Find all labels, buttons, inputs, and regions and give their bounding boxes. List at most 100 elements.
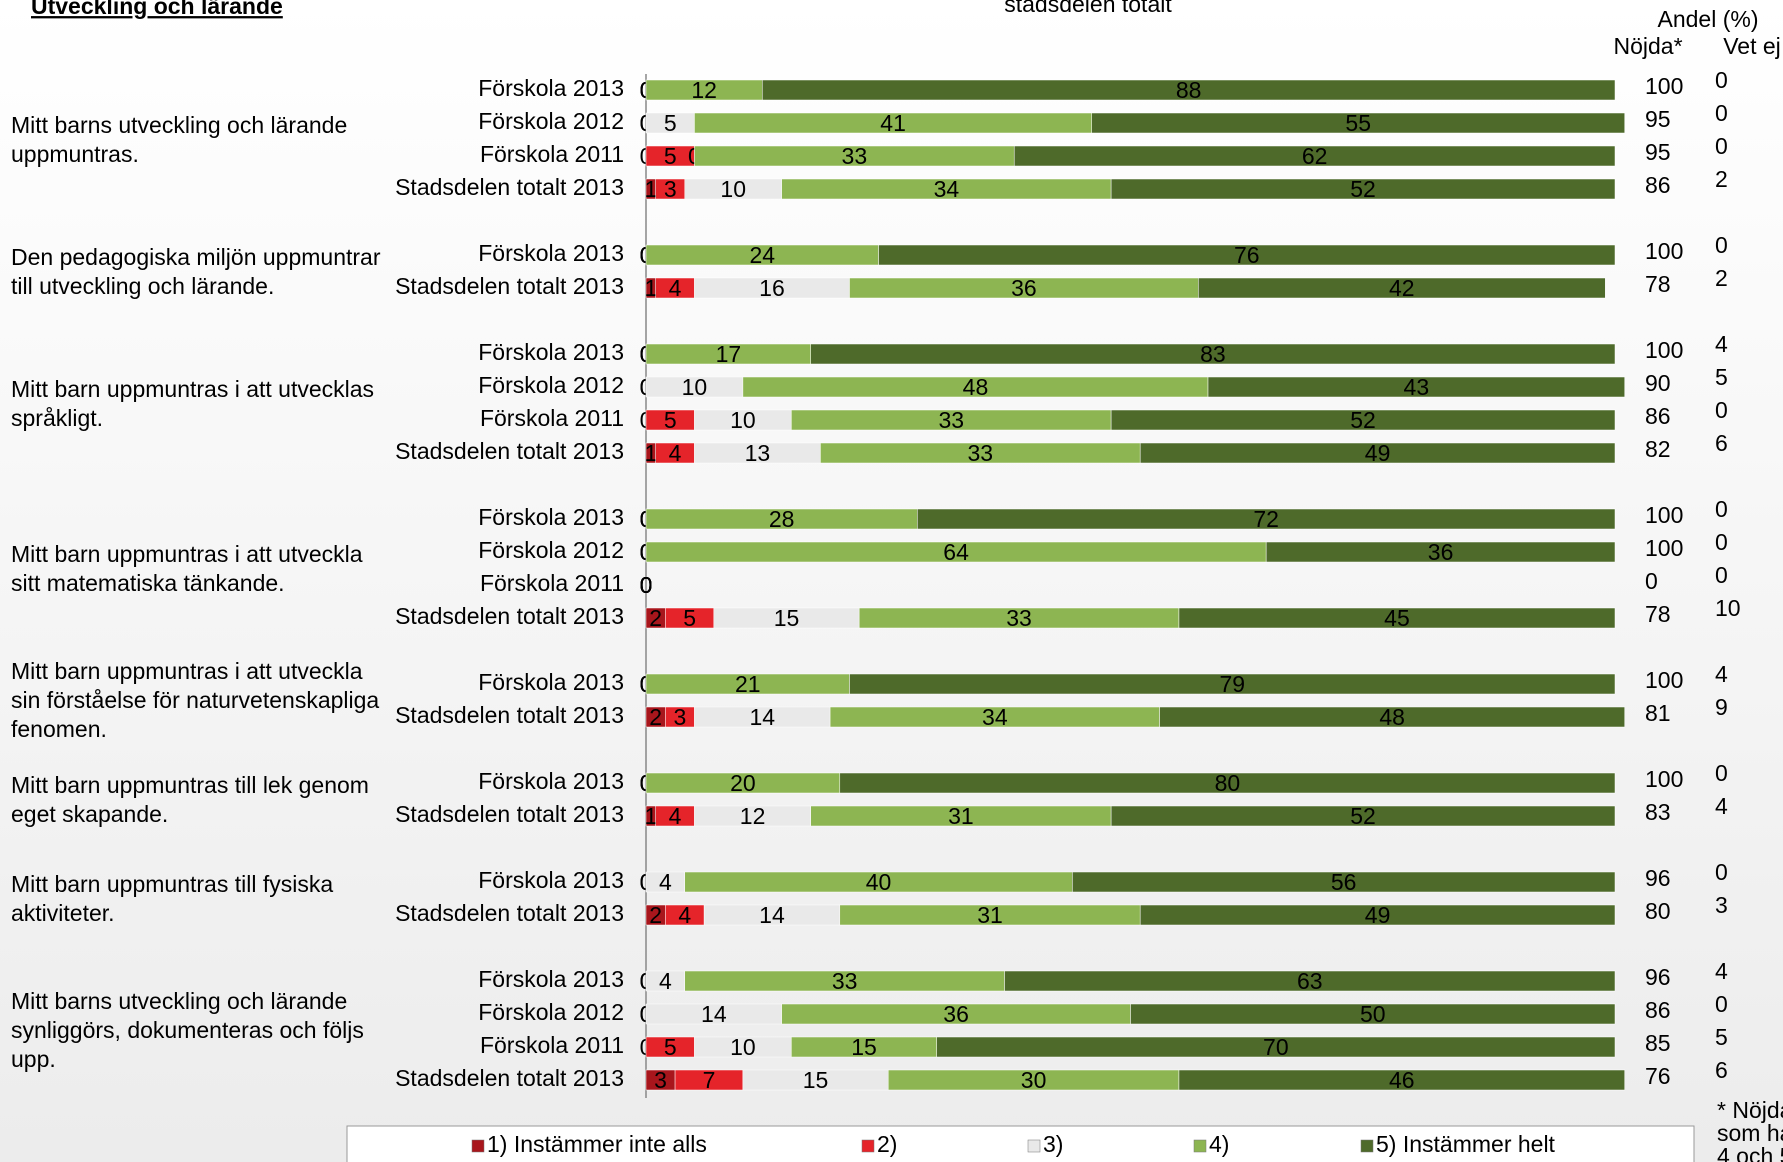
data-label: 5	[683, 605, 696, 631]
data-label: 15	[774, 605, 800, 631]
data-label: 49	[1365, 440, 1391, 466]
nojda-value: 100	[1645, 337, 1683, 363]
data-label: 41	[880, 110, 906, 136]
bar-segment	[1207, 376, 1625, 398]
data-label: 72	[1253, 506, 1279, 532]
data-label: 64	[943, 539, 969, 565]
vetej-value: 0	[1715, 100, 1728, 126]
data-label: 36	[943, 1001, 969, 1027]
vetej-value: 3	[1715, 892, 1728, 918]
vetej-value: 4	[1715, 793, 1728, 819]
group-label: Mitt barns utveckling och lärande synlig…	[11, 988, 364, 1072]
nojda-value: 83	[1645, 799, 1671, 825]
data-label: 33	[832, 968, 858, 994]
data-label: 30	[1021, 1067, 1047, 1093]
bar-segment	[1178, 1069, 1625, 1091]
data-label: 7	[703, 1067, 716, 1093]
chart-title: stadsdelen totalt	[1004, 0, 1172, 17]
row-label: Stadsdelen totalt 2013	[395, 174, 624, 200]
data-label: 31	[977, 902, 1003, 928]
data-label: 83	[1200, 341, 1226, 367]
data-label: 0	[640, 572, 653, 598]
nojda-value: 78	[1645, 601, 1671, 627]
data-label: 36	[1011, 275, 1037, 301]
vetej-value: 0	[1715, 760, 1728, 786]
row-label: Förskola 2013	[478, 768, 624, 794]
bar-segment	[1110, 178, 1616, 200]
data-label: 17	[716, 341, 742, 367]
group-label: Mitt barn uppmuntras i att utveckla sitt…	[11, 540, 363, 596]
bar-segment	[849, 673, 1616, 695]
group-label: Mitt barn uppmuntras till fysiska aktivi…	[11, 870, 334, 926]
nojda-value: 86	[1645, 403, 1671, 429]
nojda-value: 80	[1645, 898, 1671, 924]
data-label: 56	[1331, 869, 1357, 895]
data-label: 24	[749, 242, 775, 268]
data-label: 63	[1297, 968, 1323, 994]
data-label: 1	[644, 803, 657, 829]
data-label: 36	[1428, 539, 1454, 565]
footnote: som ha	[1717, 1120, 1783, 1146]
bar-segment	[1004, 970, 1616, 992]
data-label: 5	[664, 1034, 677, 1060]
vetej-value: 4	[1715, 661, 1728, 687]
data-label: 4	[659, 968, 672, 994]
row-label: Stadsdelen totalt 2013	[395, 801, 624, 827]
row-label: Stadsdelen totalt 2013	[395, 900, 624, 926]
data-label: 0	[640, 572, 653, 598]
data-label: 4	[669, 803, 682, 829]
row-label: Stadsdelen totalt 2013	[395, 702, 624, 728]
bar-segment	[1178, 607, 1616, 629]
data-label: 33	[938, 407, 964, 433]
vetej-value: 0	[1715, 991, 1728, 1017]
nojda-value: 78	[1645, 271, 1671, 297]
vetej-value: 0	[1715, 232, 1728, 258]
vetej-value: 0	[1715, 133, 1728, 159]
column-group: Andel (%)	[1658, 6, 1759, 32]
data-label: 40	[866, 869, 892, 895]
group-label: Mitt barn uppmuntras i att utvecklas spr…	[11, 375, 375, 431]
data-label: 49	[1365, 902, 1391, 928]
data-label: 33	[968, 440, 994, 466]
data-label: 46	[1389, 1067, 1415, 1093]
bar-segment	[1091, 112, 1625, 134]
data-label: 4	[659, 869, 672, 895]
data-label: 50	[1360, 1001, 1386, 1027]
data-label: 52	[1350, 176, 1376, 202]
data-label: 70	[1263, 1034, 1289, 1060]
data-label: 31	[948, 803, 974, 829]
nojda-value: 82	[1645, 436, 1671, 462]
data-label: 12	[740, 803, 766, 829]
nojda-value: 100	[1645, 535, 1683, 561]
bar-segment	[936, 1036, 1616, 1058]
row-label: Förskola 2011	[480, 1032, 624, 1058]
nojda-value: 100	[1645, 766, 1683, 792]
vetej-value: 0	[1715, 496, 1728, 522]
nojda-value: 100	[1645, 73, 1683, 99]
row-label: Förskola 2011	[480, 141, 624, 167]
vetej-value: 2	[1715, 265, 1728, 291]
data-label: 79	[1219, 671, 1245, 697]
bar-segment	[1072, 871, 1616, 893]
vetej-value: 0	[1715, 67, 1728, 93]
column-header: Vet ej	[1723, 33, 1781, 59]
data-label: 1	[644, 176, 657, 202]
legend-label: 1) Instämmer inte alls	[487, 1131, 707, 1157]
row-label: Stadsdelen totalt 2013	[395, 273, 624, 299]
nojda-value: 96	[1645, 865, 1671, 891]
data-label: 34	[934, 176, 960, 202]
row-label: Förskola 2013	[478, 966, 624, 992]
data-label: 15	[803, 1067, 829, 1093]
legend-swatch	[1027, 1139, 1041, 1153]
row-label: Förskola 2013	[478, 75, 624, 101]
bar-segment	[1110, 805, 1616, 827]
bar-segment	[917, 508, 1616, 530]
bar-segment	[1130, 1003, 1616, 1025]
vetej-value: 6	[1715, 1057, 1728, 1083]
data-label: 4	[678, 902, 691, 928]
nojda-value: 76	[1645, 1063, 1671, 1089]
vetej-value: 0	[1715, 859, 1728, 885]
legend-label: 2)	[877, 1131, 897, 1157]
data-label: 62	[1302, 143, 1328, 169]
